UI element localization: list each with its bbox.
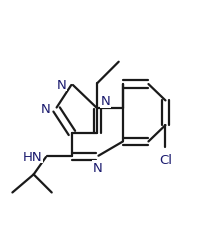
Text: HN: HN (22, 150, 42, 163)
Text: N: N (101, 95, 110, 108)
Text: N: N (41, 103, 51, 115)
Text: N: N (93, 161, 102, 174)
Text: N: N (57, 78, 67, 91)
Text: Cl: Cl (159, 153, 172, 167)
